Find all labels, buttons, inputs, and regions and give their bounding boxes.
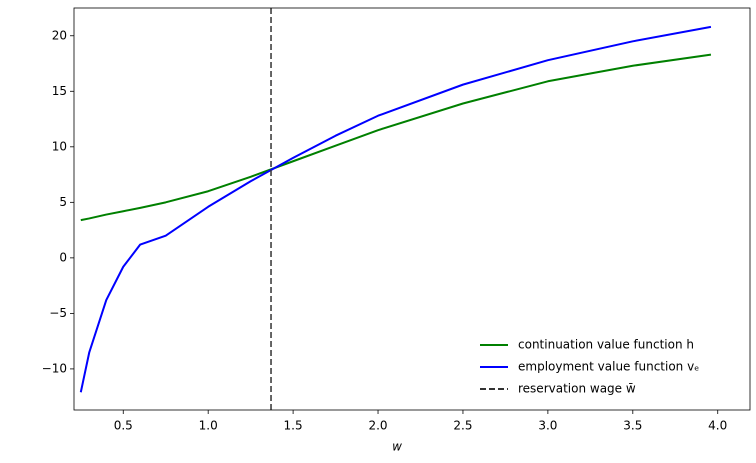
x-tick-label: 2.0 bbox=[368, 419, 387, 433]
x-tick-label: 1.5 bbox=[284, 419, 303, 433]
y-tick-label: 10 bbox=[52, 139, 67, 153]
x-tick-label: 1.0 bbox=[199, 419, 218, 433]
x-tick-label: 3.5 bbox=[623, 419, 642, 433]
x-axis-label: w bbox=[392, 440, 402, 454]
x-tick-label: 0.5 bbox=[114, 419, 133, 433]
x-tick-label: 3.0 bbox=[538, 419, 557, 433]
legend-label: employment value function vₑ bbox=[518, 360, 699, 374]
line-series bbox=[80, 53, 712, 222]
y-tick-label: 0 bbox=[59, 250, 67, 264]
legend-label: reservation wage w̄ bbox=[518, 382, 636, 396]
y-tick-label: −10 bbox=[42, 361, 67, 375]
y-tick-label: 20 bbox=[52, 28, 67, 42]
y-tick-label: −5 bbox=[49, 306, 67, 320]
y-tick-label: 15 bbox=[52, 84, 67, 98]
legend-label: continuation value function h bbox=[518, 338, 694, 352]
line-series bbox=[79, 25, 712, 393]
x-tick-label: 2.5 bbox=[453, 419, 472, 433]
y-tick-label: 5 bbox=[59, 195, 67, 209]
x-tick-label: 4.0 bbox=[708, 419, 727, 433]
plot-frame bbox=[73, 7, 751, 411]
